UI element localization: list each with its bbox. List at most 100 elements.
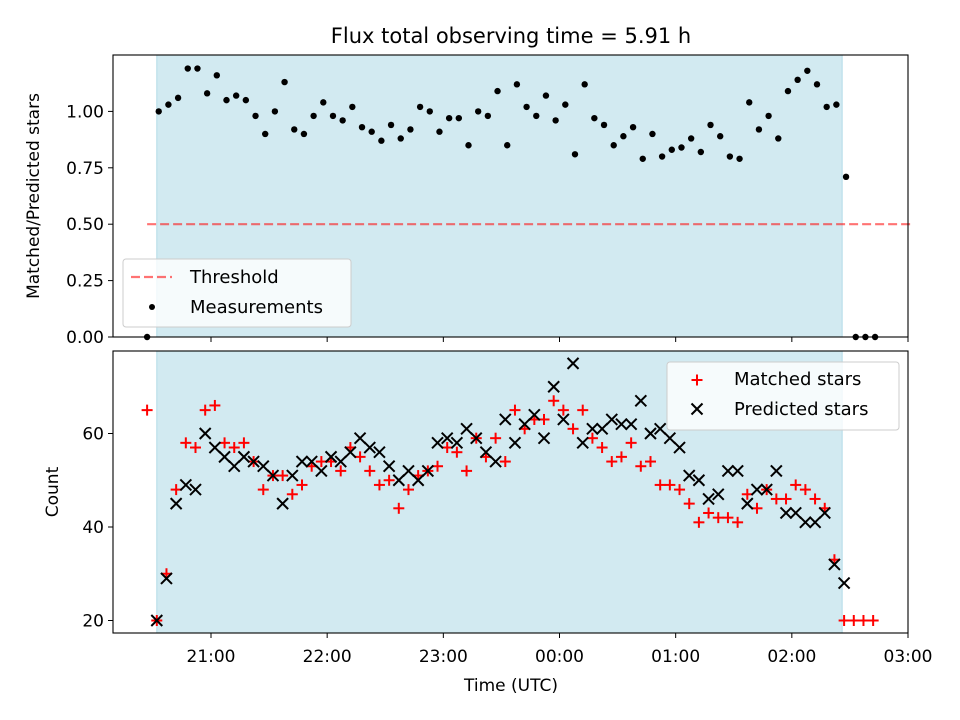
predicted-star-point [286,469,299,482]
matched-star-point [461,465,473,477]
measurement-point [310,112,317,120]
legend-frame [666,361,900,431]
predicted-star-point [189,483,202,496]
predicted-star-point [150,614,163,627]
matched-star-point [238,437,250,449]
predicted-marker-b [392,474,406,487]
predicted-star-point [837,576,851,590]
x-tick-label: 03:00 [884,647,933,667]
predicted-marker-b [837,576,851,590]
measurement-point [223,96,230,104]
predicted-marker-b [470,431,483,445]
predicted-marker-b [169,497,183,510]
x-tick-label: 21:00 [187,647,236,667]
measurement-point [649,130,656,138]
measurement-point [629,123,637,131]
matched-star-point [499,456,511,468]
measurement-point [533,112,540,120]
measurement-point [562,101,569,108]
predicted-star-point [440,431,454,445]
measurement-point [174,94,182,102]
x-tick-label: 23:00 [419,647,468,667]
predicted-star-point [470,431,483,445]
matched-star-point [277,470,289,482]
measurement-point [513,81,521,88]
matched-star-point [199,404,211,416]
predicted-marker-b [576,436,589,450]
predicted-star-point [528,408,541,422]
measurement-point [571,151,579,158]
measurement-point [262,130,269,138]
legend-frame [122,258,352,328]
predicted-marker-b [518,417,531,431]
predicted-marker-b [421,464,435,478]
predicted-marker-b [702,492,715,506]
y-tick-label: 60 [82,425,104,445]
predicted-marker-b [741,497,754,510]
predicted-star-point [460,422,473,436]
predicted-marker-b [595,422,609,436]
predicted-star-point [363,441,376,454]
legend-bottom: Matched stars Predicted stars [666,361,900,431]
measurement-point [300,130,308,138]
legend-top: Threshold Measurements [122,258,352,328]
predicted-star-point [683,469,696,482]
predicted-star-point [586,422,599,436]
predicted-marker-b [218,450,231,464]
predicted-star-point [644,427,657,440]
predicted-star-point [237,450,251,464]
top-panel: 0.00 0.25 0.50 0.75 1.00 Matched/Predicted st… [24,54,914,348]
predicted-star-point [257,460,270,473]
measurement-point [426,108,433,115]
predicted-marker-b [673,441,686,454]
matched-star-point [364,465,376,477]
matched-star-point [383,474,395,486]
measurement-point [232,92,240,99]
bottom-panel: 20 40 60 Count 21:00 22:00 23:00 00:00 01:00 02:0… [43,350,933,696]
matched-star-point [770,493,782,505]
measurement-point [291,126,298,133]
measurement-point [445,114,453,122]
predicted-marker-b [160,572,173,585]
measurement-point [387,121,395,129]
measurement-point [716,133,724,140]
y-axis-label: Matched/Predicted stars [24,93,44,299]
measurement-point [368,128,375,135]
matched-star-point [228,442,240,454]
matched-star-point [693,516,705,528]
matched-star-point [799,484,811,496]
matched-star-point [209,399,221,411]
measurement-point [581,81,588,88]
matched-star-point [683,498,695,510]
predicted-marker-b [460,422,473,436]
predicted-marker-b [537,431,551,445]
measurement-point [194,65,201,72]
matched-star-point [790,479,802,491]
measurement-point [407,126,414,133]
predicted-star-point [160,572,173,585]
matched-star-point [257,484,269,496]
predicted-star-point [392,474,406,487]
predicted-star-point [208,441,222,454]
measurement-point [678,144,685,151]
predicted-star-point [828,558,841,571]
measurement-point [542,92,550,99]
bottom-axes-frame [112,350,909,634]
measurement-point [765,112,772,120]
predicted-marker-b [305,455,318,468]
measurement-point [252,112,259,120]
measurement-point [358,123,366,131]
legend-predicted-swatch-b [690,402,704,416]
measurement-point [697,148,705,156]
predicted-marker-b [315,464,328,478]
matched-star-point [867,615,879,626]
measurement-point [339,117,346,124]
predicted-star-point [431,436,444,450]
predicted-star-point [750,483,764,496]
matched-star-point [615,451,627,463]
predicted-marker-b [789,506,802,520]
predicted-marker-b [624,417,638,431]
measurement-point [465,142,472,149]
y-tick-label: 20 [82,612,104,632]
predicted-marker-b [237,450,251,464]
